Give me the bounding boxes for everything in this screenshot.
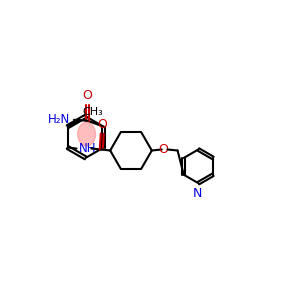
Text: CH₃: CH₃ <box>82 107 103 117</box>
Text: O: O <box>159 143 169 156</box>
Text: N: N <box>193 187 202 200</box>
Text: O: O <box>82 89 92 102</box>
Text: NH: NH <box>79 142 96 155</box>
Text: H₂N: H₂N <box>48 113 70 126</box>
Text: O: O <box>97 118 107 131</box>
Ellipse shape <box>78 122 95 146</box>
